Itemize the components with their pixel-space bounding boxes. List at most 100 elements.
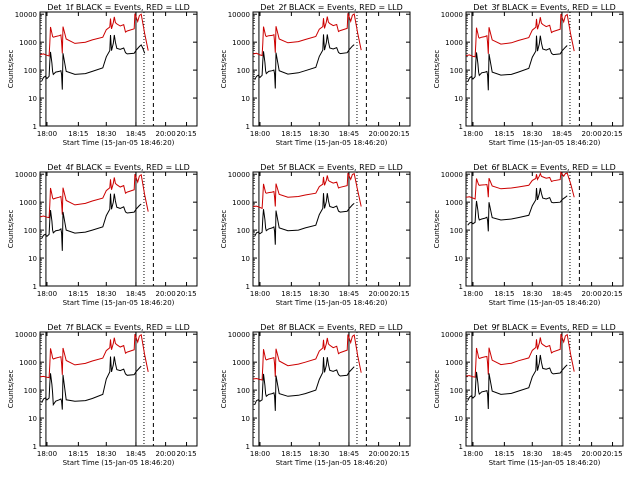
y-tick-label: 1 <box>246 283 250 291</box>
y-tick-label: 1 <box>459 443 463 451</box>
y-tick-label: 1000 <box>445 199 463 207</box>
x-tick-label: 18:15 <box>281 290 301 298</box>
series-line-red <box>252 172 362 210</box>
panel-title: Det_7f BLACK = Events, RED = LLD <box>47 323 190 332</box>
panel-title: Det_1f BLACK = Events, RED = LLD <box>47 3 190 12</box>
x-tick-label: 18:45 <box>552 450 572 458</box>
series-line-black <box>467 187 568 232</box>
x-tick-label: 18:00 <box>463 450 483 458</box>
x-tick-label: 18:45 <box>339 450 359 458</box>
panel-title: Det_9f BLACK = Events, RED = LLD <box>473 323 616 332</box>
detector-panel-1: Det_1f BLACK = Events, RED = LLD 1 10 100 10… <box>7 3 198 147</box>
y-tick-label: 1 <box>459 283 463 291</box>
x-tick-label: 18:30 <box>309 290 329 298</box>
detector-panel-4: Det_4f BLACK = Events, RED = LLD 1 10 100 10… <box>7 163 198 307</box>
y-tick-label: 10000 <box>441 11 463 19</box>
series-line-black <box>467 354 568 410</box>
x-tick-label: 20:15 <box>389 450 409 458</box>
x-tick-label: 18:30 <box>309 450 329 458</box>
x-tick-label: 18:30 <box>522 450 542 458</box>
x-tick-label: 18:15 <box>68 130 88 138</box>
x-tick-label: 18:15 <box>68 290 88 298</box>
x-tick-label: 20:15 <box>176 130 196 138</box>
y-axis-label: Counts/sec <box>7 50 15 89</box>
detector-panel-6: Det_6f BLACK = Events, RED = LLD 1 10 100 10… <box>433 163 624 307</box>
y-tick-label: 1000 <box>445 39 463 47</box>
y-tick-label: 10000 <box>15 11 37 19</box>
x-axis-label: Start Time (15-Jan-05 18:46:20) <box>63 139 175 147</box>
x-tick-label: 20:00 <box>156 130 176 138</box>
y-tick-label: 10000 <box>441 331 463 339</box>
y-tick-label: 100 <box>24 67 37 75</box>
x-tick-label: 18:15 <box>281 450 301 458</box>
series-line-black <box>254 193 355 245</box>
x-tick-label: 18:45 <box>126 130 146 138</box>
x-tick-label: 18:00 <box>37 130 57 138</box>
series-line-red <box>465 13 575 58</box>
series-line-red <box>252 13 362 57</box>
y-tick-label: 100 <box>24 227 37 235</box>
panel-title: Det_2f BLACK = Events, RED = LLD <box>260 3 403 12</box>
y-tick-label: 1 <box>246 123 250 131</box>
x-axis-label: Start Time (15-Jan-05 18:46:20) <box>63 459 175 467</box>
x-tick-label: 20:00 <box>369 290 389 298</box>
y-tick-label: 1 <box>33 123 37 131</box>
plot-frame <box>465 11 624 127</box>
x-tick-label: 18:30 <box>309 130 329 138</box>
y-tick-label: 10 <box>241 255 250 263</box>
x-tick-label: 18:00 <box>37 290 57 298</box>
series-line-black <box>41 34 146 90</box>
y-tick-label: 1 <box>33 443 37 451</box>
series-line-red <box>39 173 149 219</box>
x-tick-label: 18:00 <box>250 290 270 298</box>
y-axis-label: Counts/sec <box>433 50 441 89</box>
y-tick-label: 100 <box>450 227 463 235</box>
y-axis-label: Counts/sec <box>433 210 441 249</box>
x-tick-label: 18:45 <box>339 130 359 138</box>
x-tick-label: 20:00 <box>369 450 389 458</box>
x-tick-label: 20:15 <box>602 450 622 458</box>
x-tick-label: 18:00 <box>250 450 270 458</box>
x-tick-label: 18:45 <box>552 130 572 138</box>
y-tick-label: 10 <box>28 255 37 263</box>
y-tick-label: 1000 <box>232 359 250 367</box>
y-tick-label: 10 <box>28 95 37 103</box>
y-tick-label: 10000 <box>15 331 37 339</box>
x-tick-label: 18:15 <box>494 450 514 458</box>
x-tick-label: 20:00 <box>582 290 602 298</box>
x-tick-label: 18:30 <box>96 130 116 138</box>
y-tick-label: 10000 <box>441 171 463 179</box>
y-tick-label: 100 <box>237 227 250 235</box>
x-tick-label: 18:45 <box>126 450 146 458</box>
y-tick-label: 1 <box>246 443 250 451</box>
x-axis-label: Start Time (15-Jan-05 18:46:20) <box>63 299 175 307</box>
panel-title: Det_6f BLACK = Events, RED = LLD <box>473 163 616 172</box>
y-axis-label: Counts/sec <box>220 210 228 249</box>
plot-frame <box>252 331 411 447</box>
x-tick-label: 20:00 <box>156 290 176 298</box>
series-line-red <box>39 13 149 57</box>
x-tick-label: 20:15 <box>176 290 196 298</box>
series-line-black <box>254 34 355 89</box>
x-tick-label: 20:15 <box>176 450 196 458</box>
x-tick-label: 18:00 <box>463 130 483 138</box>
x-tick-label: 18:30 <box>96 290 116 298</box>
x-tick-label: 20:00 <box>156 450 176 458</box>
x-axis-label: Start Time (15-Jan-05 18:46:20) <box>489 299 601 307</box>
x-tick-label: 18:15 <box>281 130 301 138</box>
x-axis-label: Start Time (15-Jan-05 18:46:20) <box>276 459 388 467</box>
x-tick-label: 20:15 <box>602 130 622 138</box>
y-axis-label: Counts/sec <box>7 210 15 249</box>
plot-frame <box>39 331 198 447</box>
y-tick-label: 10 <box>454 255 463 263</box>
series-line-red <box>465 333 575 378</box>
y-tick-label: 1 <box>459 123 463 131</box>
detector-panel-5: Det_5f BLACK = Events, RED = LLD 1 10 100 10… <box>220 163 411 307</box>
series-line-red <box>465 171 575 200</box>
x-tick-label: 18:45 <box>339 290 359 298</box>
detector-panel-7: Det_7f BLACK = Events, RED = LLD 1 10 100 10… <box>7 323 198 467</box>
series-line-black <box>41 193 142 251</box>
x-tick-label: 18:45 <box>126 290 146 298</box>
y-tick-label: 1000 <box>445 359 463 367</box>
